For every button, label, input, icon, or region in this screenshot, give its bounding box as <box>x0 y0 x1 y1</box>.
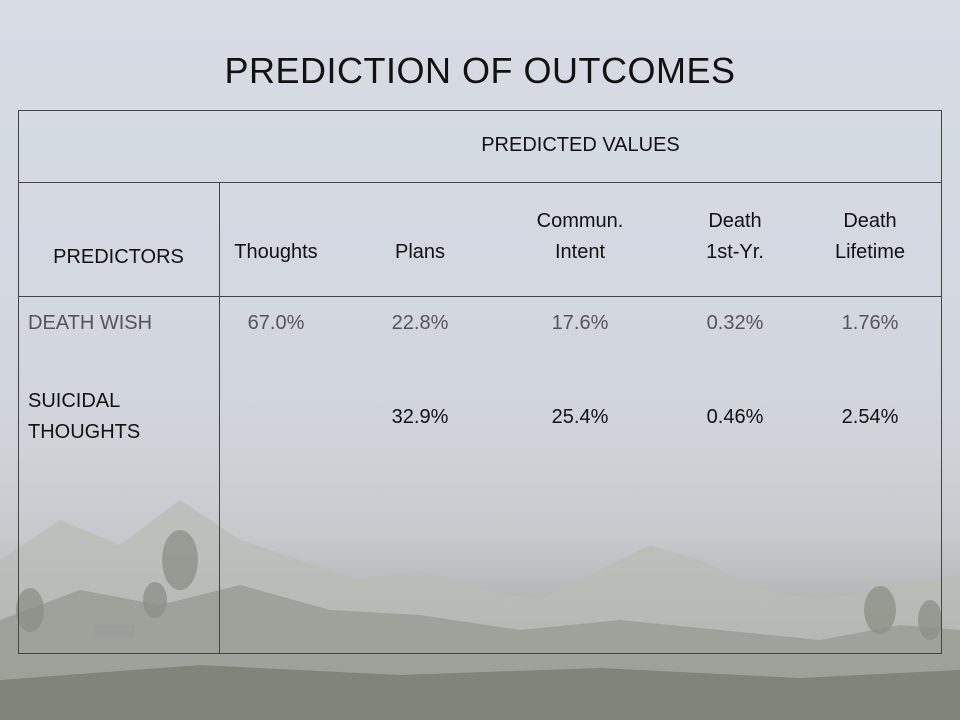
value-death-wish-commun-intent: 17.6% <box>551 312 609 334</box>
column-header-death-lifetime: Death Lifetime <box>834 210 906 263</box>
value-suicidal-thoughts-death-1st-yr: 0.46% <box>706 406 764 428</box>
value-death-wish-death-lifetime: 1.76% <box>841 312 899 334</box>
value-death-wish-plans: 22.8% <box>391 312 449 334</box>
group-header: PREDICTED VALUES <box>481 134 680 156</box>
predictor-suicidal-thoughts: SUICIDAL THOUGHTS <box>28 390 141 443</box>
outcomes-table <box>18 110 942 654</box>
value-suicidal-thoughts-commun-intent: 25.4% <box>551 406 609 428</box>
value-death-wish-thoughts: 67.0% <box>247 312 305 334</box>
value-death-wish-death-1st-yr: 0.32% <box>706 312 764 334</box>
column-header-divider <box>18 296 942 297</box>
column-header-death-1st-yr: Death 1st-Yr. <box>706 210 764 263</box>
value-suicidal-thoughts-plans: 32.9% <box>391 406 449 428</box>
value-suicidal-thoughts-death-lifetime: 2.54% <box>841 406 899 428</box>
predictors-header: PREDICTORS <box>53 246 184 268</box>
header-divider <box>18 182 942 183</box>
slide-title: PREDICTION OF OUTCOMES <box>224 50 736 91</box>
predictor-column-divider <box>219 182 220 654</box>
column-header-commun-intent: Commun. Intent <box>536 210 624 263</box>
column-header-plans: Plans <box>394 241 446 263</box>
predictor-death-wish: DEATH WISH <box>28 312 153 334</box>
column-header-thoughts: Thoughts <box>234 241 318 263</box>
